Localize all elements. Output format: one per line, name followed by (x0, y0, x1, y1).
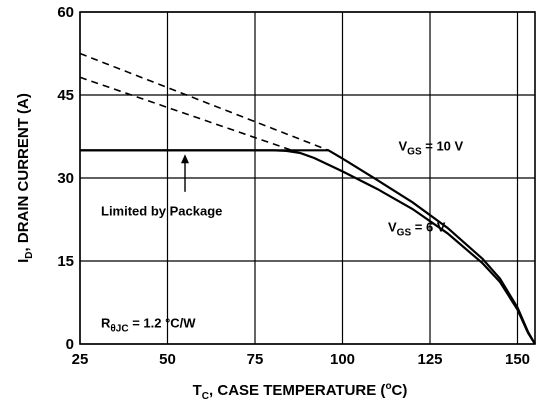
x-tick-labels: 25 50 75 100 125 150 (72, 351, 530, 368)
y-tick-label: 60 (57, 4, 74, 21)
annotation-main: R (101, 315, 111, 330)
x-tick-label: 50 (159, 351, 176, 368)
series-line-3 (79, 52, 329, 152)
arrow-head (181, 154, 189, 164)
annotation-sub: θJC (110, 323, 128, 334)
curves (79, 52, 536, 345)
annotation-main: V (399, 138, 408, 153)
annotation-vgs10: VGS = 10 V (399, 138, 464, 157)
annotation-sub: GS (407, 146, 422, 157)
x-axis-title: TC, CASE TEMPERATURE (oC) (193, 381, 408, 402)
y-axis-title-sub: D (24, 251, 35, 258)
x-axis-title-degree: o (385, 381, 391, 392)
annotation-limited: Limited by Package (101, 204, 222, 219)
y-axis-title-prefix: I (15, 259, 32, 263)
x-tick-label: 150 (505, 351, 530, 368)
x-axis-title-unit: C) (392, 382, 408, 399)
x-axis-title-rest: , CASE TEMPERATURE ( (209, 382, 385, 399)
y-tick-labels: 0 15 30 45 60 (57, 4, 74, 353)
x-axis-title-prefix: T (193, 382, 202, 399)
annotation-sub: GS (397, 228, 412, 239)
grid-lines (79, 11, 535, 345)
y-tick-label: 45 (57, 87, 74, 104)
y-tick-label: 0 (66, 336, 74, 353)
annotation-rest: = 6 V (411, 220, 446, 235)
y-tick-label: 15 (57, 253, 74, 270)
annotation-rest: = 1.2 °C/W (129, 315, 197, 330)
series-line-4 (79, 76, 315, 159)
x-tick-label: 125 (417, 351, 442, 368)
plot-frame (79, 11, 536, 345)
x-tick-label: 100 (330, 351, 355, 368)
y-tick-label: 30 (57, 170, 74, 187)
x-axis-title-sub: C (202, 391, 209, 402)
annotation-rth: RθJC = 1.2 °C/W (101, 315, 196, 334)
annotation-rest: = 10 V (422, 138, 464, 153)
y-axis-title: ID, DRAIN CURRENT (A) (15, 93, 35, 263)
x-tick-label: 75 (247, 351, 264, 368)
y-axis-title-rest: , DRAIN CURRENT (A) (15, 93, 32, 251)
series-line-2 (80, 149, 536, 345)
annotation-vgs6: VGS = 6 V (388, 220, 446, 239)
x-tick-label: 25 (72, 351, 89, 368)
annotation-main: V (388, 220, 397, 235)
